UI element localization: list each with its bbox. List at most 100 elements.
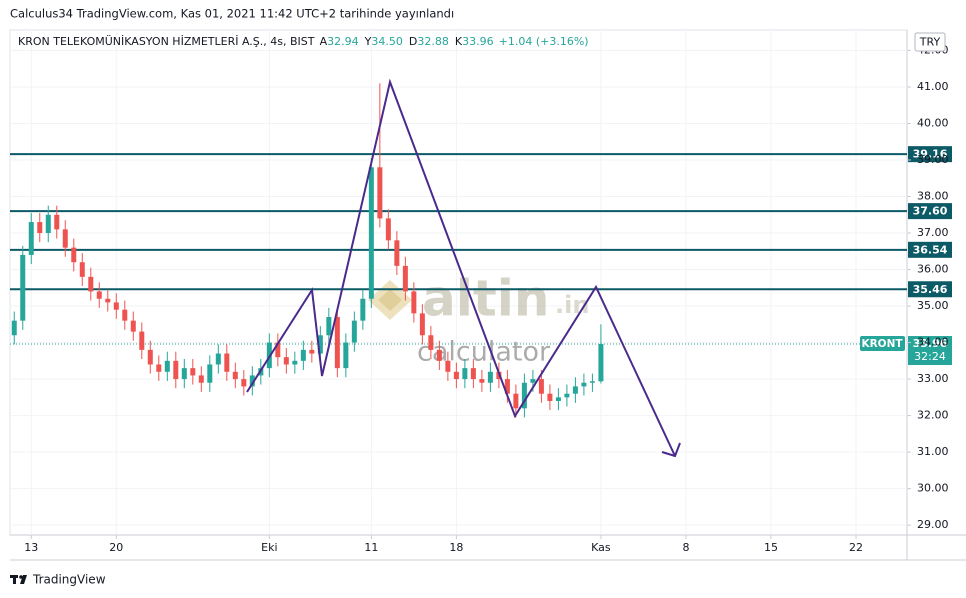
y-tick-label: 36.00 (917, 263, 949, 276)
candle-body (173, 360, 179, 380)
candle-body (572, 386, 578, 394)
y-tick-label: 29.00 (917, 518, 949, 531)
candle-body (377, 167, 383, 219)
y-tick-label: 41.00 (917, 80, 949, 93)
y-tick-label: 38.00 (917, 190, 949, 203)
candle-body (343, 342, 349, 369)
candle-body (232, 371, 238, 380)
level-label-box (908, 146, 952, 163)
candle-body (113, 302, 119, 310)
candle-body (462, 368, 468, 380)
x-tick-label: 13 (24, 541, 38, 554)
candle-body (45, 214, 51, 234)
legend-title: KRON TELEKOMÜNİKASYON HİZMETLERİ A.Ş., 4… (18, 35, 315, 48)
y-tick-label: 30.00 (917, 482, 949, 495)
x-tick-label: 11 (364, 541, 378, 554)
candle-body (147, 349, 153, 365)
candle-body (54, 214, 60, 230)
header: Calculus34 TradingView.com, Kas 01, 2021… (10, 7, 454, 21)
candle-body (368, 167, 374, 299)
y-tick-label: 33.00 (917, 372, 949, 385)
candle-body (470, 368, 476, 380)
y-tick-label: 32.00 (917, 409, 949, 422)
zigzag (246, 78, 676, 457)
candle-body (351, 320, 357, 343)
y-tick-label: 31.00 (917, 445, 949, 458)
candle-body (300, 349, 306, 361)
last-price-box (908, 336, 952, 366)
candle-body (453, 371, 459, 380)
last-price-label: 33.96 (913, 337, 948, 350)
candle-body (224, 353, 230, 372)
candle-body (581, 382, 587, 387)
candle-body (292, 360, 298, 365)
candle-body (445, 360, 451, 372)
candle-body (181, 368, 187, 380)
x-tick-label: Eki (261, 541, 277, 554)
candle-body (88, 276, 94, 292)
currency-box (914, 32, 946, 52)
x-tick-label: 20 (109, 541, 123, 554)
legend-key: K (455, 35, 463, 48)
symbol-box (860, 336, 905, 352)
y-tick-label: 34.00 (917, 336, 949, 349)
candle-body (598, 344, 604, 382)
candle-body (538, 379, 544, 394)
legend-key: Y (364, 35, 372, 48)
candle-body (326, 317, 332, 336)
level-label-box (908, 281, 952, 298)
candle-body (411, 291, 417, 314)
countdown: 32:24 (914, 350, 946, 363)
candle-body (487, 371, 493, 383)
candle-body (530, 379, 536, 383)
candle-body (190, 368, 196, 376)
candle-body (283, 357, 289, 365)
candle-body (130, 320, 136, 332)
candle-body (249, 375, 255, 387)
candle-body (385, 218, 391, 241)
legend-key: D (409, 35, 417, 48)
candle-body (11, 320, 17, 336)
pattern-drawing (246, 78, 681, 458)
legend-value: 34.50 (371, 35, 403, 48)
candle-body (555, 397, 561, 401)
candle-body (360, 298, 366, 321)
level-label: 36.54 (913, 243, 948, 256)
candle-body (207, 364, 213, 383)
x-tick-label: 8 (682, 541, 689, 554)
x-tick-label: 15 (764, 541, 778, 554)
candle-body (589, 381, 595, 383)
candle-body (156, 364, 162, 372)
symbol-label: KRONT (861, 338, 903, 350)
legend-value: 32.94 (327, 35, 359, 48)
level-label: 37.60 (913, 205, 948, 218)
footer: TradingView (32, 573, 106, 587)
candle-body (275, 342, 281, 358)
candle-body (513, 393, 519, 409)
candle-body (96, 291, 102, 299)
legend-key: A (320, 35, 328, 48)
candle-body (122, 309, 128, 321)
axes: 29.00 30.00 31.00 32.00 33.00 34.00 35.00 36.00… (24, 43, 948, 554)
candle-body (37, 222, 43, 234)
watermark-brand: altin (422, 270, 550, 328)
candle-body (402, 265, 408, 292)
footer-logo (10, 575, 27, 584)
candle-body (479, 379, 485, 383)
x-tick-label: 18 (449, 541, 463, 554)
legend-change: +1.04 (+3.16%) (499, 35, 589, 48)
candle-body (504, 379, 510, 394)
candle-body (317, 335, 323, 354)
candle-body (79, 262, 85, 277)
level-label: 39.16 (913, 148, 948, 161)
candle-body (62, 229, 68, 248)
candle-body (215, 353, 221, 365)
legend-value: 32.88 (417, 35, 449, 48)
candle-body (436, 349, 442, 361)
x-tick-label: 22 (849, 541, 863, 554)
candle-body (419, 313, 425, 336)
y-tick-label: 39.00 (917, 153, 949, 166)
x-tick-label: Kas (591, 541, 611, 554)
candle-body (20, 254, 26, 321)
